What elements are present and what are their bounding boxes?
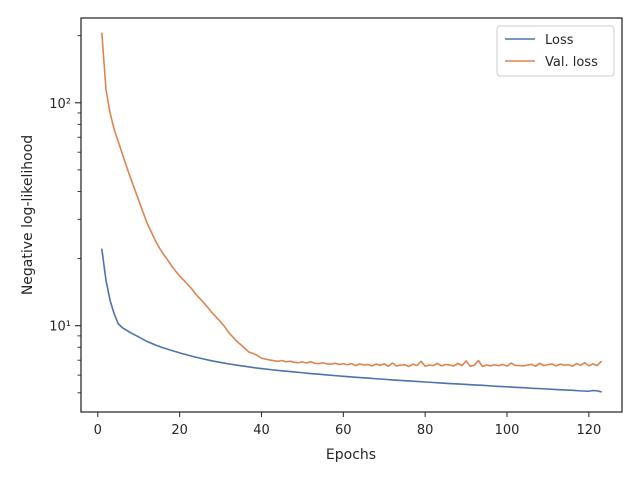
x-tick-label: 40 — [253, 423, 270, 438]
series-layer — [101, 32, 602, 393]
x-tick-label: 0 — [94, 423, 102, 438]
x-tick-label: 60 — [335, 423, 352, 438]
x-tick-label: 100 — [495, 423, 520, 438]
y-axis: 10¹ 10² — [49, 35, 81, 394]
series-line-val-loss — [101, 32, 602, 368]
y-axis-label: Negative log-likelihood — [20, 135, 36, 295]
legend-label-val-loss: Val. loss — [545, 55, 598, 70]
y-tick-label: 10¹ — [49, 320, 71, 335]
y-tick-label: 10² — [49, 97, 71, 112]
x-tick-label: 120 — [576, 423, 601, 438]
x-tick-label: 80 — [417, 423, 434, 438]
x-axis-label: Epochs — [326, 447, 376, 463]
x-axis: 0 20 40 60 80 100 120 — [94, 412, 601, 438]
series-line-loss — [101, 248, 602, 393]
axes-frame — [80, 17, 623, 413]
legend: Loss Val. loss — [496, 25, 615, 77]
legend-label-loss: Loss — [545, 33, 574, 48]
x-tick-label: 20 — [171, 423, 188, 438]
